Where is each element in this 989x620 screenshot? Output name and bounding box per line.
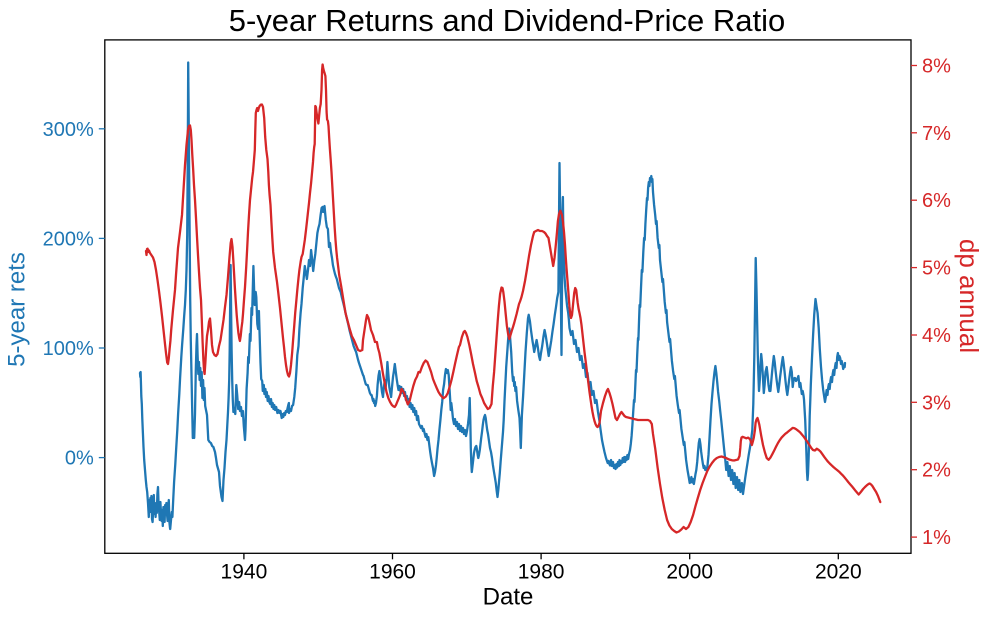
svg-text:Date: Date [483, 584, 534, 611]
svg-text:0%: 0% [65, 448, 94, 470]
svg-text:300%: 300% [43, 119, 94, 141]
svg-text:4%: 4% [922, 325, 951, 347]
svg-text:2020: 2020 [815, 560, 862, 583]
svg-text:1980: 1980 [518, 560, 565, 583]
svg-text:2%: 2% [922, 460, 951, 482]
svg-text:100%: 100% [43, 338, 94, 360]
svg-text:8%: 8% [922, 56, 951, 78]
svg-text:1940: 1940 [221, 560, 268, 583]
svg-text:6%: 6% [922, 190, 951, 212]
svg-text:5-year rets: 5-year rets [4, 252, 31, 367]
svg-text:5-year Returns and Dividend-Pr: 5-year Returns and Dividend-Price Ratio [229, 3, 786, 38]
svg-text:3%: 3% [922, 392, 951, 414]
svg-text:1960: 1960 [369, 560, 416, 583]
svg-text:5%: 5% [922, 258, 951, 280]
svg-text:200%: 200% [43, 228, 94, 250]
svg-text:2000: 2000 [666, 560, 713, 583]
svg-text:dp annual: dp annual [954, 239, 984, 353]
svg-text:7%: 7% [922, 123, 951, 145]
svg-text:1%: 1% [922, 527, 951, 549]
